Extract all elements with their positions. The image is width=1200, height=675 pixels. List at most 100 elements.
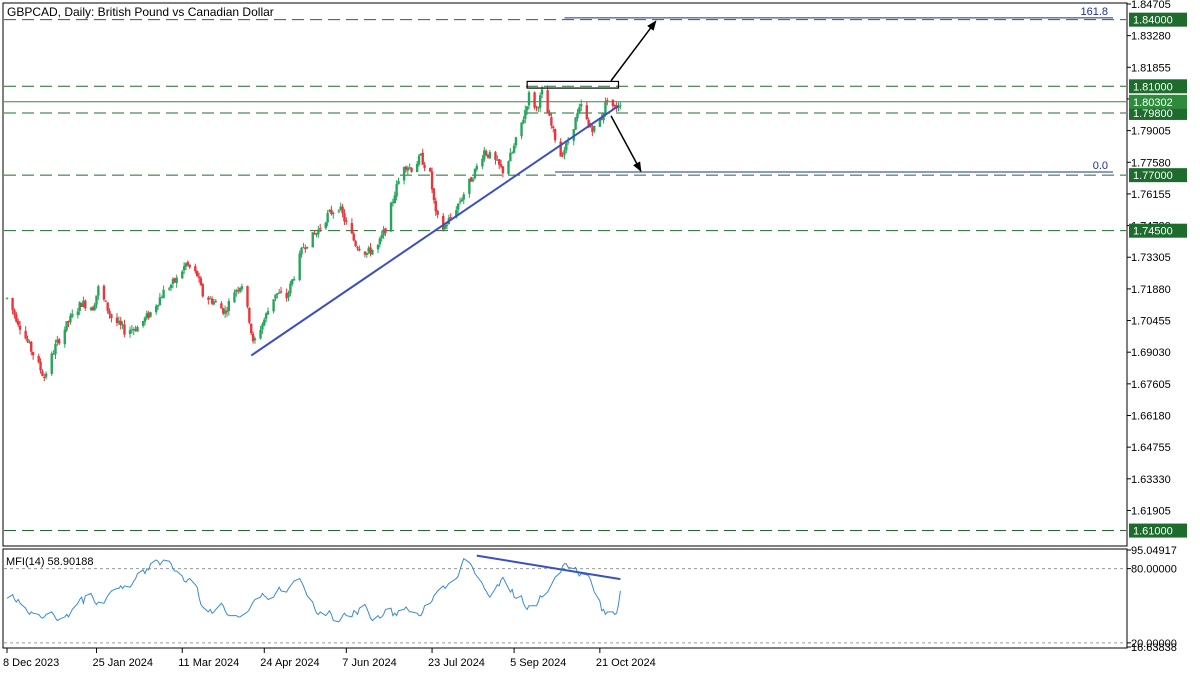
candle-body bbox=[291, 279, 294, 285]
candle-body bbox=[533, 92, 536, 108]
candle-body bbox=[58, 339, 61, 344]
candle-body bbox=[540, 89, 544, 95]
candle-body bbox=[24, 330, 27, 339]
candle-body bbox=[302, 247, 305, 249]
time-tick-label: 25 Jan 2024 bbox=[92, 657, 153, 669]
candle-body bbox=[538, 95, 542, 108]
candle-body bbox=[462, 194, 465, 200]
candle-body bbox=[428, 168, 432, 172]
candle-body bbox=[102, 285, 106, 300]
candle-body bbox=[345, 220, 348, 222]
candle-body bbox=[207, 297, 210, 300]
price-tick-label: 1.63330 bbox=[1131, 474, 1171, 486]
candle-body bbox=[367, 247, 370, 252]
candle-body bbox=[305, 246, 309, 249]
level-price-tag bbox=[1129, 168, 1187, 183]
candle-body bbox=[63, 329, 66, 345]
candle-body bbox=[43, 377, 46, 379]
candle-body bbox=[214, 301, 218, 303]
candle-body bbox=[54, 343, 57, 355]
candle-body bbox=[563, 150, 566, 155]
candle-body bbox=[188, 264, 191, 268]
mfi-line bbox=[6, 557, 621, 623]
candle-body bbox=[410, 167, 413, 172]
ascending-trendline bbox=[250, 105, 620, 357]
candle-body bbox=[382, 229, 385, 236]
time-tick-label: 24 Apr 2024 bbox=[260, 657, 319, 669]
candle-body bbox=[524, 110, 527, 119]
candle-body bbox=[121, 324, 124, 326]
candle-body bbox=[537, 107, 540, 109]
candle-body bbox=[391, 201, 395, 203]
candle-body bbox=[436, 210, 439, 215]
level-price-tag bbox=[1129, 12, 1187, 27]
time-axis: 8 Dec 2023 25 Jan 2024 11 Mar 2024 24 Apr 2… bbox=[3, 648, 656, 669]
candle-body bbox=[292, 278, 296, 280]
candle-body bbox=[512, 145, 516, 153]
fib-level-label: 0.0 bbox=[1093, 160, 1108, 172]
candle-body bbox=[352, 233, 355, 241]
candle-body bbox=[225, 311, 229, 313]
candle-body bbox=[39, 361, 42, 371]
candle-body bbox=[343, 213, 346, 222]
candle-body bbox=[406, 167, 410, 171]
mfi-tick-label: 95.04917 bbox=[1131, 545, 1177, 557]
candle-body bbox=[486, 154, 490, 158]
candle-body bbox=[507, 161, 510, 174]
candle-body bbox=[434, 200, 437, 212]
candle-body bbox=[5, 297, 9, 299]
candle-body bbox=[481, 158, 484, 167]
candle-body bbox=[393, 195, 396, 204]
candle-body bbox=[566, 141, 570, 143]
candle-body bbox=[587, 120, 590, 126]
time-tick-label: 5 Sep 2024 bbox=[510, 657, 566, 669]
candle-body bbox=[456, 203, 460, 210]
time-tick-label: 21 Oct 2024 bbox=[596, 657, 656, 669]
time-tick-label: 23 Jul 2024 bbox=[428, 657, 485, 669]
level-price-tag-label: 1.77000 bbox=[1133, 170, 1173, 182]
candle-body bbox=[171, 279, 175, 284]
candle-body bbox=[499, 164, 503, 167]
candle-body bbox=[115, 317, 119, 324]
candle-body bbox=[565, 143, 568, 151]
candle-body bbox=[209, 298, 212, 300]
mfi-tick-label: 80.00000 bbox=[1131, 564, 1177, 576]
price-tick-label: 1.71880 bbox=[1131, 284, 1171, 296]
candle-body bbox=[617, 106, 620, 109]
candle-body bbox=[175, 277, 178, 284]
candle-body bbox=[494, 152, 497, 160]
candle-body bbox=[600, 118, 603, 120]
candle-body bbox=[235, 290, 238, 293]
current-price-tag-label: 1.80302 bbox=[1133, 97, 1173, 109]
candle-body bbox=[559, 141, 562, 157]
candle-body bbox=[611, 99, 615, 107]
candle-body bbox=[313, 233, 316, 235]
candlestick-series bbox=[5, 85, 622, 382]
candle-body bbox=[123, 324, 126, 335]
candle-body bbox=[250, 323, 253, 334]
candle-body bbox=[264, 313, 268, 319]
candle-body bbox=[408, 167, 411, 169]
candle-body bbox=[421, 152, 424, 165]
candle-body bbox=[182, 266, 186, 271]
candle-body bbox=[311, 232, 314, 248]
candle-body bbox=[371, 249, 374, 255]
candle-body bbox=[220, 303, 223, 309]
candle-body bbox=[223, 310, 227, 314]
candle-body bbox=[30, 341, 33, 352]
candle-body bbox=[525, 106, 529, 111]
candle-body bbox=[222, 308, 225, 314]
chart-title: GBPCAD, Daily: British Pound vs Canadian… bbox=[7, 5, 274, 19]
candle-body bbox=[324, 222, 327, 229]
price-tick-label: 1.66180 bbox=[1131, 410, 1171, 422]
candle-body bbox=[356, 247, 359, 249]
candle-body bbox=[484, 151, 488, 155]
candle-body bbox=[613, 104, 616, 107]
price-tick-label: 1.70455 bbox=[1131, 316, 1171, 328]
candle-body bbox=[276, 293, 279, 295]
candle-body bbox=[173, 278, 176, 283]
candle-body bbox=[432, 188, 436, 201]
price-tick-label: 1.61905 bbox=[1131, 505, 1171, 517]
candle-body bbox=[266, 311, 270, 315]
